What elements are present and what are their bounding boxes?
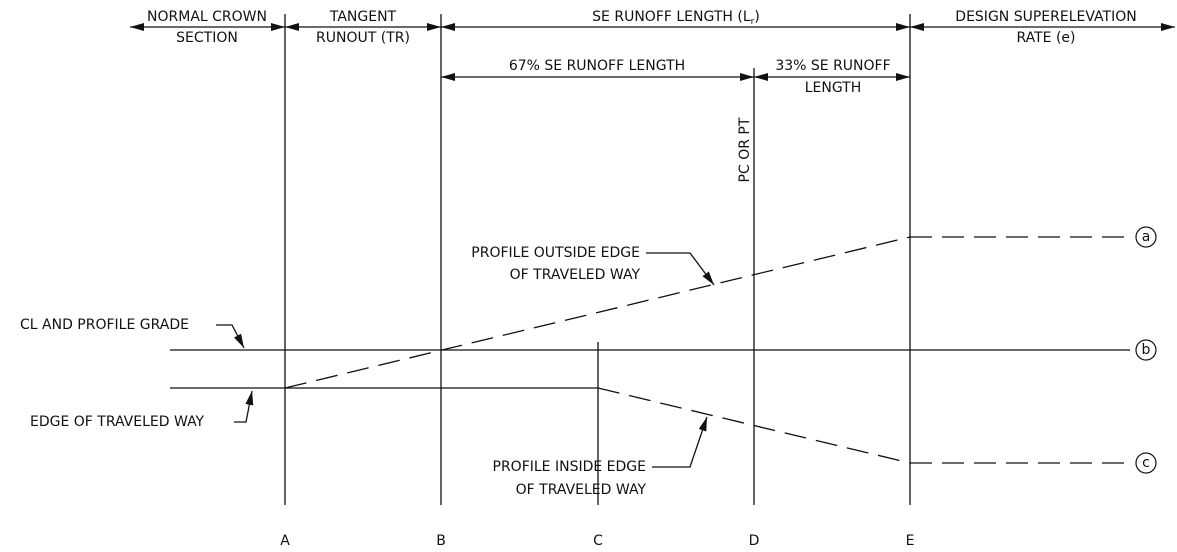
dimension-label: TANGENT [329,9,397,25]
dimension-label: DESIGN SUPERELEVATION [955,9,1136,25]
dimension-label: RUNOUT (TR) [316,30,410,46]
station-label: E [906,533,915,549]
station-label: D [749,533,760,549]
annotation: PROFILE INSIDE EDGE [493,459,646,475]
leader [646,252,715,286]
dimension-label: LENGTH [805,80,862,96]
leader [216,324,245,349]
dimension-label: SE RUNOFF LENGTH (Lr) [592,9,760,27]
leader [234,390,254,423]
annotation: PROFILE OUTSIDE EDGE [471,245,640,261]
profiles [170,236,1130,464]
annotation: OF TRAVELED WAY [516,482,647,498]
dimension-label: 67% SE RUNOFF LENGTH [509,58,685,74]
dimension-label: RATE (e) [1016,30,1075,46]
dimension-row: NORMAL CROWN SECTION TANGENT RUNOUT (TR)… [130,9,1175,96]
annotation: EDGE OF TRAVELED WAY [30,414,205,430]
curve-label: a [1142,229,1151,245]
curve-labels: a b c [1135,226,1157,474]
station-label: C [593,533,603,549]
station-label: B [436,533,446,549]
station-label: A [280,533,290,549]
annotations: PROFILE OUTSIDE EDGE OF TRAVELED WAY CL … [20,245,715,498]
label-circle [1135,339,1157,361]
annotation: CL AND PROFILE GRADE [20,317,189,333]
text: SE RUNOFF LENGTH (L [592,9,751,25]
station-labels: A B C D E [280,533,914,549]
dimension-label: SECTION [176,30,238,46]
text: ) [754,9,759,25]
pc-label: PC OR PT [737,117,753,182]
station-lines [284,14,911,505]
label-circle [1135,452,1157,474]
leader [652,416,708,468]
label-circle [1135,226,1157,248]
annotation: OF TRAVELED WAY [510,267,641,283]
outside-edge-profile [284,236,911,389]
subscript: r [751,17,755,27]
curve-label: c [1142,455,1150,471]
inside-edge-profile [597,387,911,464]
dimension-label: 33% SE RUNOFF [775,58,890,74]
dimension-label: NORMAL CROWN [147,9,267,25]
curve-label: b [1142,342,1151,358]
